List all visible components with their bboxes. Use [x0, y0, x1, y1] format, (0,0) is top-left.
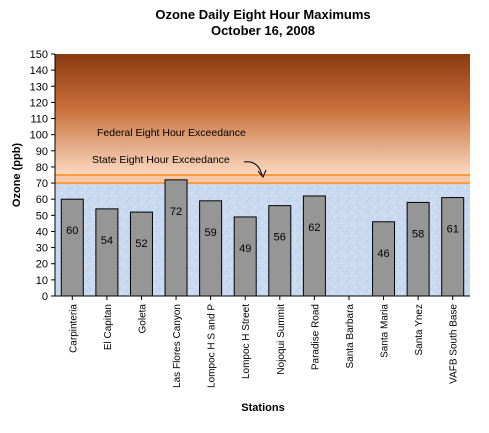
y-tick-label: 80	[36, 162, 48, 174]
x-tick-label: Goleta	[137, 304, 148, 334]
x-tick-label: Santa Barbara	[345, 304, 356, 369]
x-tick-label: Las Flores Canyon	[172, 304, 183, 388]
data-label: 61	[447, 224, 459, 236]
x-axis-title: Stations	[241, 402, 284, 414]
threshold-label: Federal Eight Hour Exceedance	[97, 127, 246, 139]
x-tick-label: El Capitan	[103, 304, 114, 350]
bar	[199, 200, 223, 297]
bar	[129, 211, 153, 297]
exceedance-zone	[55, 54, 470, 175]
y-axis-title: Ozone (ppb)	[11, 143, 23, 207]
x-tick-label: Nojoqui Summit	[276, 304, 287, 375]
x-tick-label: VAFB South Base	[449, 304, 460, 384]
y-tick-label: 140	[30, 65, 48, 77]
bar	[164, 179, 188, 297]
y-tick-label: 90	[36, 146, 48, 158]
exceedance-band	[55, 175, 470, 184]
bar	[60, 198, 84, 297]
y-tick-label: 20	[36, 259, 48, 271]
data-label: 52	[135, 238, 147, 250]
y-tick-label: 10	[36, 275, 48, 287]
y-tick-label: 60	[36, 194, 48, 206]
y-tick-label: 70	[36, 178, 48, 190]
y-axis: 0 10 20 30 40 50 60 70 80 90 100 110 120 130 140 150	[30, 49, 56, 303]
chart-subtitle: October 16, 2008	[211, 23, 315, 38]
y-tick-label: 100	[30, 130, 48, 142]
data-label: 54	[101, 235, 113, 247]
state-arrow	[243, 161, 263, 176]
y-tick-label: 30	[36, 243, 48, 255]
data-label: 49	[239, 243, 251, 255]
bar	[268, 205, 292, 297]
x-tick-label: Santa Maria	[380, 304, 391, 358]
bar-series: 60 54 52 72 59 49 56 62 46 58 61	[60, 179, 465, 297]
x-tick-label: Carpinteria	[68, 304, 79, 353]
y-tick-label: 40	[36, 226, 48, 238]
data-label: 62	[308, 222, 320, 234]
y-tick-label: 130	[30, 81, 48, 93]
x-axis: Carpinteria El Capitan Goleta Las Flores Ca…	[55, 295, 470, 388]
normal-zone	[55, 183, 470, 296]
threshold-lines: Federal Eight Hour Exceedance State Eight…	[55, 127, 470, 185]
y-tick-label: 50	[36, 210, 48, 222]
x-tick-label: Santa Ynez	[414, 304, 425, 356]
y-tick-label: 120	[30, 97, 48, 109]
threshold-label: State Eight Hour Exceedance	[92, 154, 230, 166]
y-tick-label: 0	[42, 291, 48, 303]
bar	[95, 208, 119, 297]
bar	[441, 197, 465, 297]
x-tick-label: Lompoc H S and P	[207, 304, 218, 388]
state-arrow-head	[257, 169, 267, 178]
bar	[302, 195, 326, 297]
x-tick-label: Paradise Road	[310, 304, 321, 370]
data-label: 58	[412, 228, 424, 240]
bar	[406, 201, 430, 297]
data-label: 46	[377, 248, 389, 260]
y-tick-label: 110	[30, 114, 48, 126]
plot-background	[55, 54, 470, 296]
chart-title: Ozone Daily Eight Hour Maximums	[155, 7, 370, 22]
data-label: 72	[170, 206, 182, 218]
data-label: 59	[205, 227, 217, 239]
data-label: 56	[274, 232, 286, 244]
bar	[233, 216, 257, 297]
x-tick-label: Lompoc H Street	[241, 304, 252, 379]
data-label: 60	[66, 225, 78, 237]
y-tick-label: 150	[30, 49, 48, 61]
